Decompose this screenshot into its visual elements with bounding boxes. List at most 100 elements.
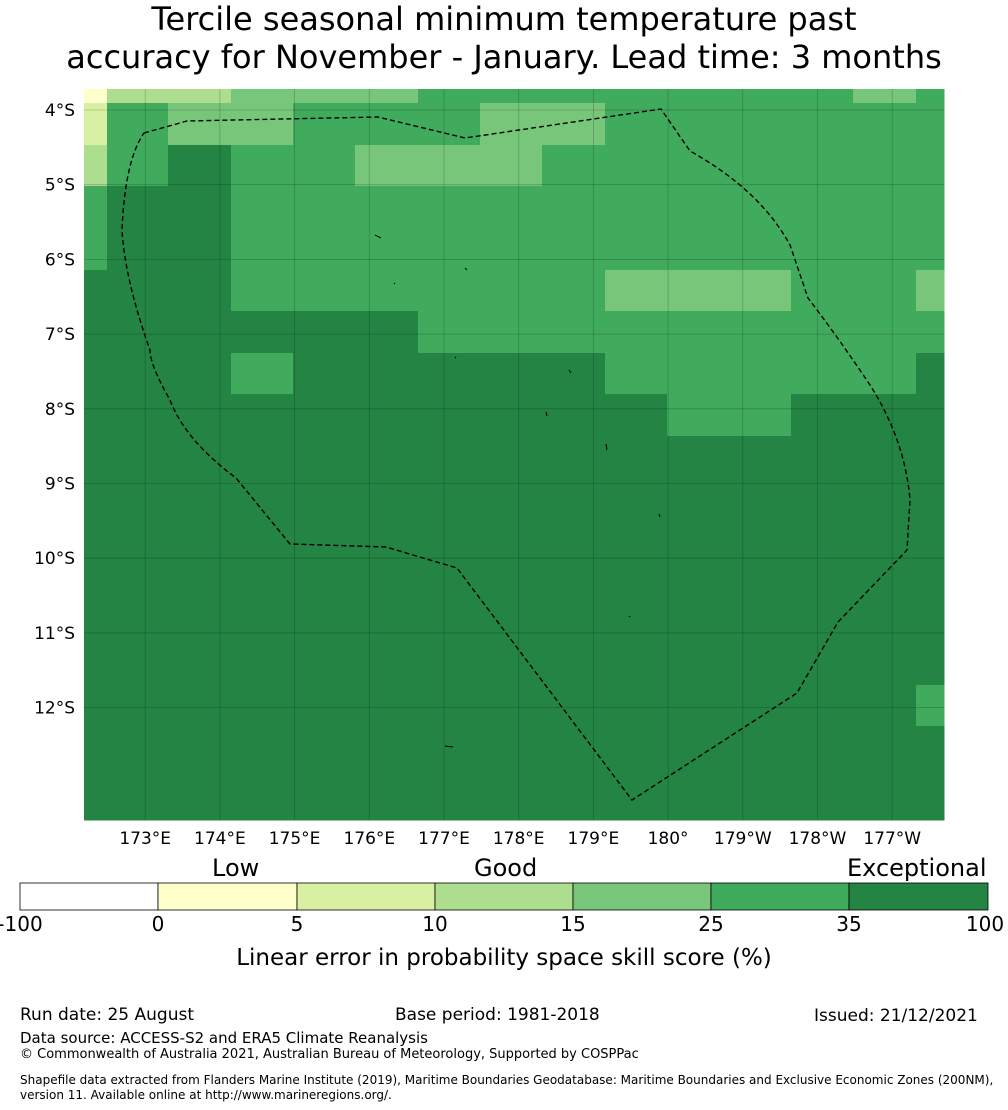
grid-cell [418,394,481,437]
grid-cell [542,436,606,479]
grid-cell [480,436,543,479]
grid-cell [480,103,543,146]
grid-cell [729,270,792,312]
colorbar-tick-label: 0 [151,912,165,936]
base-period: Base period: 1981-2018 [395,1005,600,1025]
grid-cell [355,644,419,686]
grid-cell [293,228,356,271]
grid-cell [107,602,169,645]
grid-cell [84,311,108,354]
grid-cell [853,186,917,229]
longitude-label: 177°E [418,829,470,849]
grid-cell [853,270,917,312]
grid-cell [231,768,294,810]
latitude-label: 8°S [45,400,75,420]
grid-cell [791,561,854,603]
grid-cell [107,519,169,562]
colorbar-heading-exceptional: Exceptional [847,854,987,882]
grid-cell [542,478,606,520]
grid-cell [355,89,419,104]
grid-cell [542,311,606,354]
grid-cell [916,561,945,603]
grid-cell [168,685,232,727]
grid-cell [168,186,232,229]
grid-cell [84,89,108,104]
grid-cell [480,353,543,395]
grid-cell [418,561,481,603]
grid-cell [84,270,108,312]
colorbar-caption: Linear error in probability space skill … [236,945,772,971]
grid-cell [605,353,668,395]
grid-cell [480,478,543,520]
grid-cell [293,602,356,645]
grid-cell [355,478,419,520]
grid-cell [542,519,606,562]
grid-cell [355,311,419,354]
grid-cell [107,644,169,686]
grid-cell [107,270,169,312]
grid-cell [729,768,792,810]
grid-cell [355,186,419,229]
longitude-label: 178°E [493,829,545,849]
grid-cell [605,103,668,146]
grid-cell [480,726,543,769]
grid-cell [480,145,543,187]
data-source: Data source: ACCESS-S2 and ERA5 Climate … [20,1029,428,1047]
island [605,443,608,451]
grid-cell [168,228,232,271]
grid-cell [107,768,169,810]
grid-cell [480,685,543,727]
grid-cell [729,519,792,562]
grid-cell [168,726,232,769]
grid-cell [916,394,945,437]
grid-cell [293,103,356,146]
grid-cell [107,561,169,603]
grid-cell [480,809,543,821]
grid-cell [293,478,356,520]
grid-cell [729,602,792,645]
islands [374,234,661,748]
grid-cell [355,436,419,479]
island [628,615,631,618]
grid-cell [916,436,945,479]
grid-cell [667,228,730,271]
grid-cell [729,145,792,187]
grid-cell [605,394,668,437]
grid-cell [542,726,606,769]
grid-cell [916,270,945,312]
longitude-label: 173°E [119,829,171,849]
grid-cell [916,478,945,520]
longitude-labels: 173°E 174°E 175°E 176°E 177°E 178°E 179°E 180° 1… [119,829,921,849]
grid-cell [84,186,108,229]
colorbar-tick-label: -100 [0,912,43,936]
grid-cell [853,726,917,769]
grid-cell [729,726,792,769]
grid-cell [480,186,543,229]
grid-cell [916,353,945,395]
grid-cell [667,602,730,645]
grid-cell [853,768,917,810]
grid-cell [355,394,419,437]
run-date: Run date: 25 August [20,1005,194,1025]
colorbar-tick-label: 5 [290,912,304,936]
grid-cell [916,311,945,354]
grid-cell [729,561,792,603]
grid-cell [916,809,945,821]
grid-cell [168,519,232,562]
grid-cell [84,145,108,187]
grid-cell [542,228,606,271]
grid-cell [84,602,108,645]
colorbar-tick-label: 100 [965,912,1005,936]
grid-cell [107,228,169,271]
grid-cell [791,89,854,104]
latitude-label: 9°S [45,475,75,495]
grid-cell [293,561,356,603]
grid-cell [542,353,606,395]
grid-cell [168,602,232,645]
grid-cell [418,436,481,479]
grid-cell [107,311,169,354]
grid-cell [480,311,543,354]
grid-cell [355,145,419,187]
grid-cell [605,145,668,187]
longitude-label: 174°E [194,829,246,849]
